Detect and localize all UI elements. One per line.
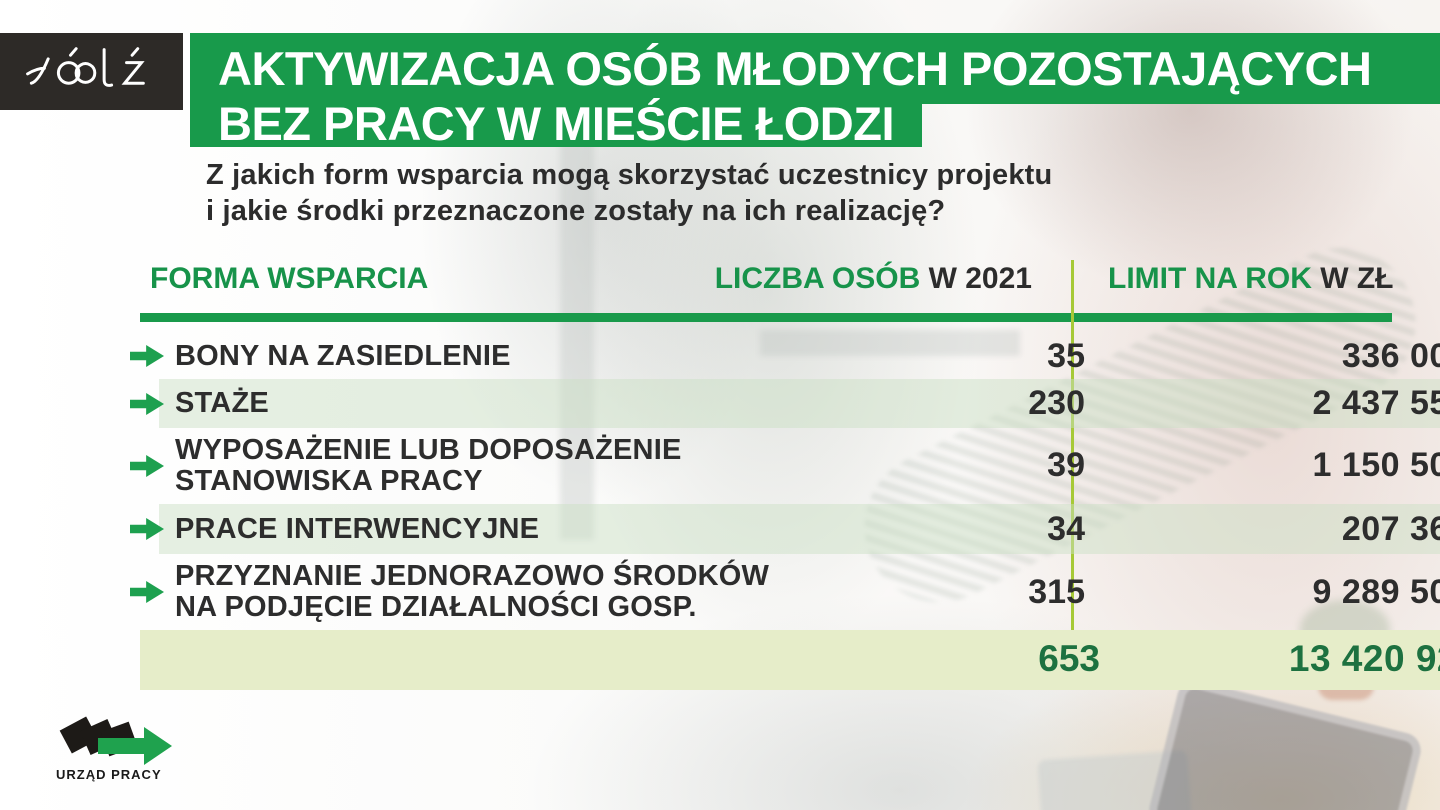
page-title-line2: BEZ PRACY W MIEŚCIE ŁODZI <box>190 100 922 147</box>
limit-value: 2 437 554,00 <box>1312 384 1440 422</box>
table-row: PRZYZNANIE JEDNORAZOWO ŚRODKÓW NA PODJĘCI… <box>125 555 1440 629</box>
urzad-pracy-logo: URZĄD PRACY <box>52 708 192 786</box>
limit-value: 9 289 501,00 <box>1312 572 1440 611</box>
limit-value: 336 000,00 <box>1341 336 1440 375</box>
arrow-icon <box>125 344 175 368</box>
column-divider-line <box>1071 260 1074 676</box>
row-label: PRACE INTERWENCYJNE <box>175 512 540 545</box>
column-header-liczba-osob: LICZBA OSÓB W 2021 <box>700 262 1032 296</box>
window-frame-bar <box>560 120 594 540</box>
lodz-city-logo <box>0 33 183 110</box>
arrow-icon <box>125 392 175 416</box>
subtitle-line1: Z jakich form wsparcia mogą skorzystać u… <box>206 159 1053 191</box>
people-count: 35 <box>1047 336 1085 375</box>
row-label: PRZYZNANIE JEDNORAZOWO ŚRODKÓW NA PODJĘCI… <box>175 560 770 623</box>
totals-row: 653 13 420 921,00 <box>140 630 1440 690</box>
row-label: BONY NA ZASIEDLENIE <box>175 339 511 372</box>
people-count: 230 <box>1028 384 1085 422</box>
limit-value: 1 150 500,00 <box>1312 446 1440 484</box>
window-sill-bar <box>760 330 1020 356</box>
phone-shape <box>1145 676 1425 810</box>
table-row: PRACE INTERWENCYJNE 34 207 366,00 <box>125 504 1440 554</box>
table-row: STAŻE 230 2 437 554,00 <box>125 379 1440 428</box>
table-row: BONY NA ZASIEDLENIE 35 336 000,00 <box>125 334 1440 378</box>
row-label: WYPOSAŻENIE LUB DOPOSAŻENIE STANOWISKA PR… <box>175 433 682 497</box>
limit-value: 207 366,00 <box>1341 509 1440 548</box>
column-header-limit: LIMIT NA ROK W ZŁ <box>1108 262 1394 296</box>
urzad-pracy-icon <box>59 716 172 765</box>
header-rule <box>140 313 1392 322</box>
arrow-icon <box>125 580 175 604</box>
lodz-script-icon <box>25 46 145 87</box>
arrow-icon <box>125 454 175 478</box>
column-header-limit-dark: W ZŁ <box>1311 262 1394 295</box>
page-title-line1: AKTYWIZACJA OSÓB MŁODYCH POZOSTAJĄCYCH <box>190 33 1440 104</box>
subtitle-question: Z jakich form wsparcia mogą skorzystać u… <box>206 157 1052 229</box>
column-header-liczba-green: LICZBA OSÓB <box>714 262 921 295</box>
people-count: 315 <box>1028 572 1085 611</box>
people-count: 34 <box>1047 509 1085 548</box>
people-count: 39 <box>1047 446 1085 484</box>
totals-limit-value: 13 420 921,00 <box>1288 638 1440 679</box>
column-header-forma-wsparcia: FORMA WSPARCIA <box>150 262 429 295</box>
table-row: WYPOSAŻENIE LUB DOPOSAŻENIE STANOWISKA PR… <box>125 428 1440 503</box>
arrow-icon <box>125 517 175 541</box>
subtitle-line2: i jakie środki przeznaczone zostały na i… <box>206 195 946 227</box>
totals-people-count: 653 <box>1038 638 1100 679</box>
row-label: STAŻE <box>175 387 269 419</box>
column-header-liczba-dark: W 2021 <box>920 262 1032 295</box>
urzad-pracy-label: URZĄD PRACY <box>56 767 162 782</box>
column-header-limit-green: LIMIT NA ROK <box>1108 262 1312 295</box>
